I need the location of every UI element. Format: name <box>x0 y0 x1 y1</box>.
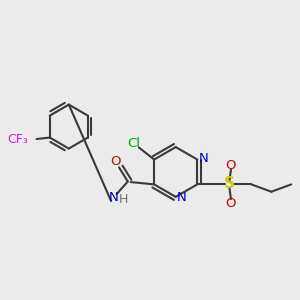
Text: N: N <box>108 191 118 204</box>
Text: S: S <box>224 176 235 191</box>
Text: O: O <box>226 196 236 210</box>
Text: N: N <box>177 191 187 204</box>
Text: Cl: Cl <box>127 137 140 150</box>
Text: O: O <box>110 155 121 168</box>
Text: O: O <box>226 159 236 172</box>
Text: N: N <box>199 152 208 165</box>
Text: H: H <box>119 193 128 206</box>
Text: CF₃: CF₃ <box>7 133 28 146</box>
